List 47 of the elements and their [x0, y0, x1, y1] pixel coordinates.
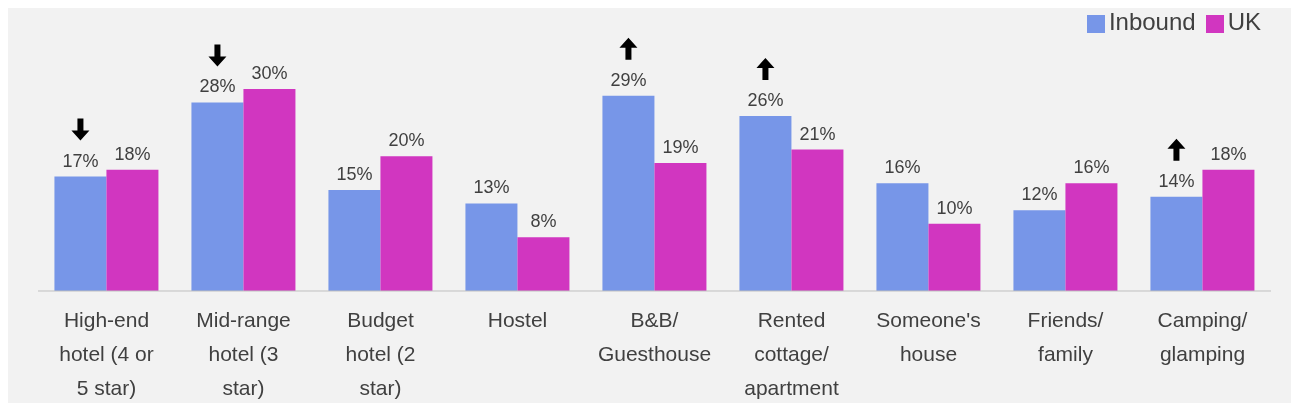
- bar: [654, 163, 707, 291]
- x-tick-label: Camping/glamping: [1157, 308, 1248, 365]
- data-label: 13%: [473, 177, 510, 198]
- bar: [1013, 210, 1066, 291]
- bar: [517, 237, 570, 291]
- bar: [1150, 196, 1203, 291]
- bar: [328, 190, 381, 291]
- data-label: 20%: [388, 130, 425, 151]
- data-label: 8%: [530, 211, 557, 232]
- data-label: 29%: [610, 69, 647, 90]
- x-tick-label: Hostel: [487, 308, 548, 331]
- data-label: 15%: [336, 164, 373, 184]
- bar: [54, 176, 107, 291]
- x-tick-label: Someone's house: [876, 308, 981, 365]
- data-label: 12%: [1021, 184, 1058, 205]
- data-label: 28%: [199, 76, 236, 97]
- data-label: 18%: [1210, 143, 1247, 164]
- x-tick-label: Friends/ family: [1027, 308, 1104, 365]
- x-tick-label: Rented cottage/ apartment: [744, 308, 839, 399]
- legend-label: Inbound: [1108, 8, 1196, 35]
- data-label: 18%: [114, 143, 151, 164]
- data-label: 14%: [1158, 170, 1195, 191]
- data-label: 16%: [1073, 157, 1110, 178]
- bar: [1065, 183, 1118, 291]
- bar: [106, 169, 159, 291]
- x-tick-label: Budget hotel (2 star): [345, 308, 416, 399]
- bar: [739, 115, 792, 291]
- bar: [380, 156, 433, 291]
- legend-label: UK: [1227, 8, 1261, 35]
- data-label: 30%: [251, 63, 288, 83]
- data-label: 16%: [884, 157, 921, 178]
- x-tick-label: B&B/Guesthouse: [597, 308, 712, 365]
- data-label: 19%: [662, 137, 699, 158]
- bar: [1202, 169, 1255, 291]
- bar: [191, 102, 244, 291]
- bar: [243, 89, 296, 291]
- x-tick-label: Mid-range hotel (3 star): [196, 308, 291, 399]
- data-label: 17%: [62, 150, 99, 171]
- bar: [928, 223, 981, 291]
- data-label: 21%: [799, 123, 836, 144]
- bar: [791, 149, 844, 291]
- data-label: 10%: [936, 197, 973, 218]
- data-label: 26%: [747, 89, 784, 110]
- x-tick-label: High-end hotel (4 or 5 star): [59, 308, 154, 399]
- bar: [876, 183, 929, 291]
- bar: [602, 95, 655, 291]
- bar: [465, 203, 518, 291]
